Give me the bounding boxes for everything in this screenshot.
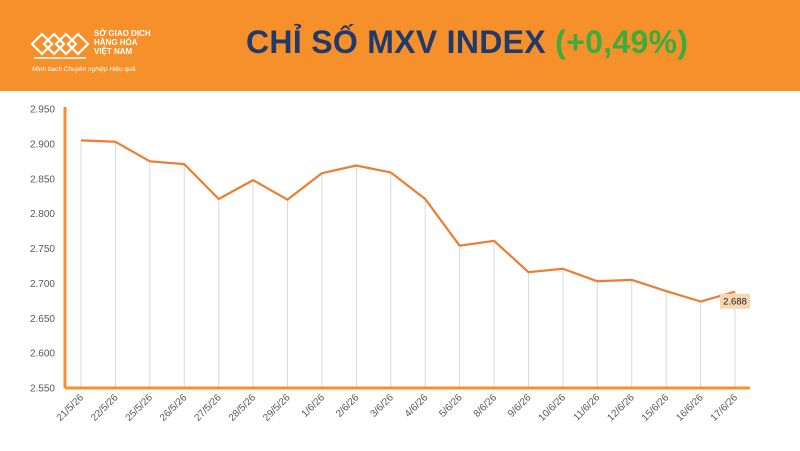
page-title: CHỈ SỐ MXV INDEX (+0,49%) [246, 24, 688, 61]
x-tick-label: 1/6/26 [300, 392, 328, 420]
last-value-label-bg [720, 293, 750, 309]
x-tick-label: 17/6/26 [709, 392, 741, 424]
x-axis-ticks: 21/5/26 22/5/26 25/5/26 26/5/26 27/5/26 28/5/… [55, 392, 741, 424]
x-tick-label: 5/6/26 [437, 392, 465, 420]
y-tick-label: 2.900 [30, 139, 55, 150]
y-tick-label: 2.650 [30, 314, 55, 325]
y-tick-label: 2.750 [30, 244, 55, 255]
mxv-index-line-chart: 2.550 2.600 2.650 2.700 2.750 2.800 2.850 2.900… [30, 105, 750, 424]
x-tick-label: 25/5/26 [124, 392, 156, 424]
x-tick-label: 27/5/26 [192, 392, 224, 424]
org-line-1: SỞ GIAO DỊCH [94, 29, 151, 38]
x-tick-label: 16/6/26 [674, 392, 706, 424]
x-tick-label: 29/5/26 [261, 392, 293, 424]
header-banner: SỞ GIAO DỊCH HÀNG HÓA VIỆT NAM Minh bạch… [0, 0, 800, 91]
org-line-3: VIỆT NAM [94, 47, 133, 56]
tagline: Minh bạch Chuyên nghiệp Hiệu quả [32, 66, 136, 73]
y-tick-label: 2.550 [30, 384, 55, 395]
x-tick-label: 21/5/26 [55, 392, 87, 424]
series-line [80, 139, 736, 303]
y-tick-label: 2.600 [30, 349, 55, 360]
x-tick-label: 28/5/26 [227, 392, 259, 424]
y-tick-label: 2.950 [30, 105, 55, 116]
x-tick-label: 12/6/26 [605, 392, 637, 424]
y-axis-ticks: 2.550 2.600 2.650 2.700 2.750 2.800 2.850 2.900… [30, 105, 55, 395]
drop-lines [80, 140, 736, 388]
exchange-logo-icon [30, 32, 90, 59]
y-tick-label: 2.700 [30, 279, 55, 290]
last-value-label-text: 2.688 [723, 297, 747, 308]
x-tick-label: 22/5/26 [89, 392, 121, 424]
y-tick-label: 2.850 [30, 174, 55, 185]
last-value-label: 2.688 [720, 293, 750, 309]
x-tick-label: 8/6/26 [472, 392, 500, 420]
exchange-name: SỞ GIAO DỊCH HÀNG HÓA VIỆT NAM [94, 29, 151, 56]
x-tick-label: 2/6/26 [334, 392, 362, 420]
y-tick-label: 2.800 [30, 209, 55, 220]
x-tick-label: 11/6/26 [572, 392, 603, 423]
x-tick-label: 15/6/26 [640, 392, 672, 424]
x-tick-label: 4/6/26 [403, 392, 431, 420]
x-tick-label: 10/6/26 [537, 392, 569, 424]
change-percent: (+0,49%) [555, 24, 689, 60]
x-tick-label: 9/6/26 [506, 392, 534, 420]
org-line-2: HÀNG HÓA [94, 38, 138, 47]
title-text: CHỈ SỐ MXV INDEX [246, 24, 546, 60]
x-tick-label: 3/6/26 [368, 392, 396, 420]
x-tick-label: 26/5/26 [158, 392, 190, 424]
